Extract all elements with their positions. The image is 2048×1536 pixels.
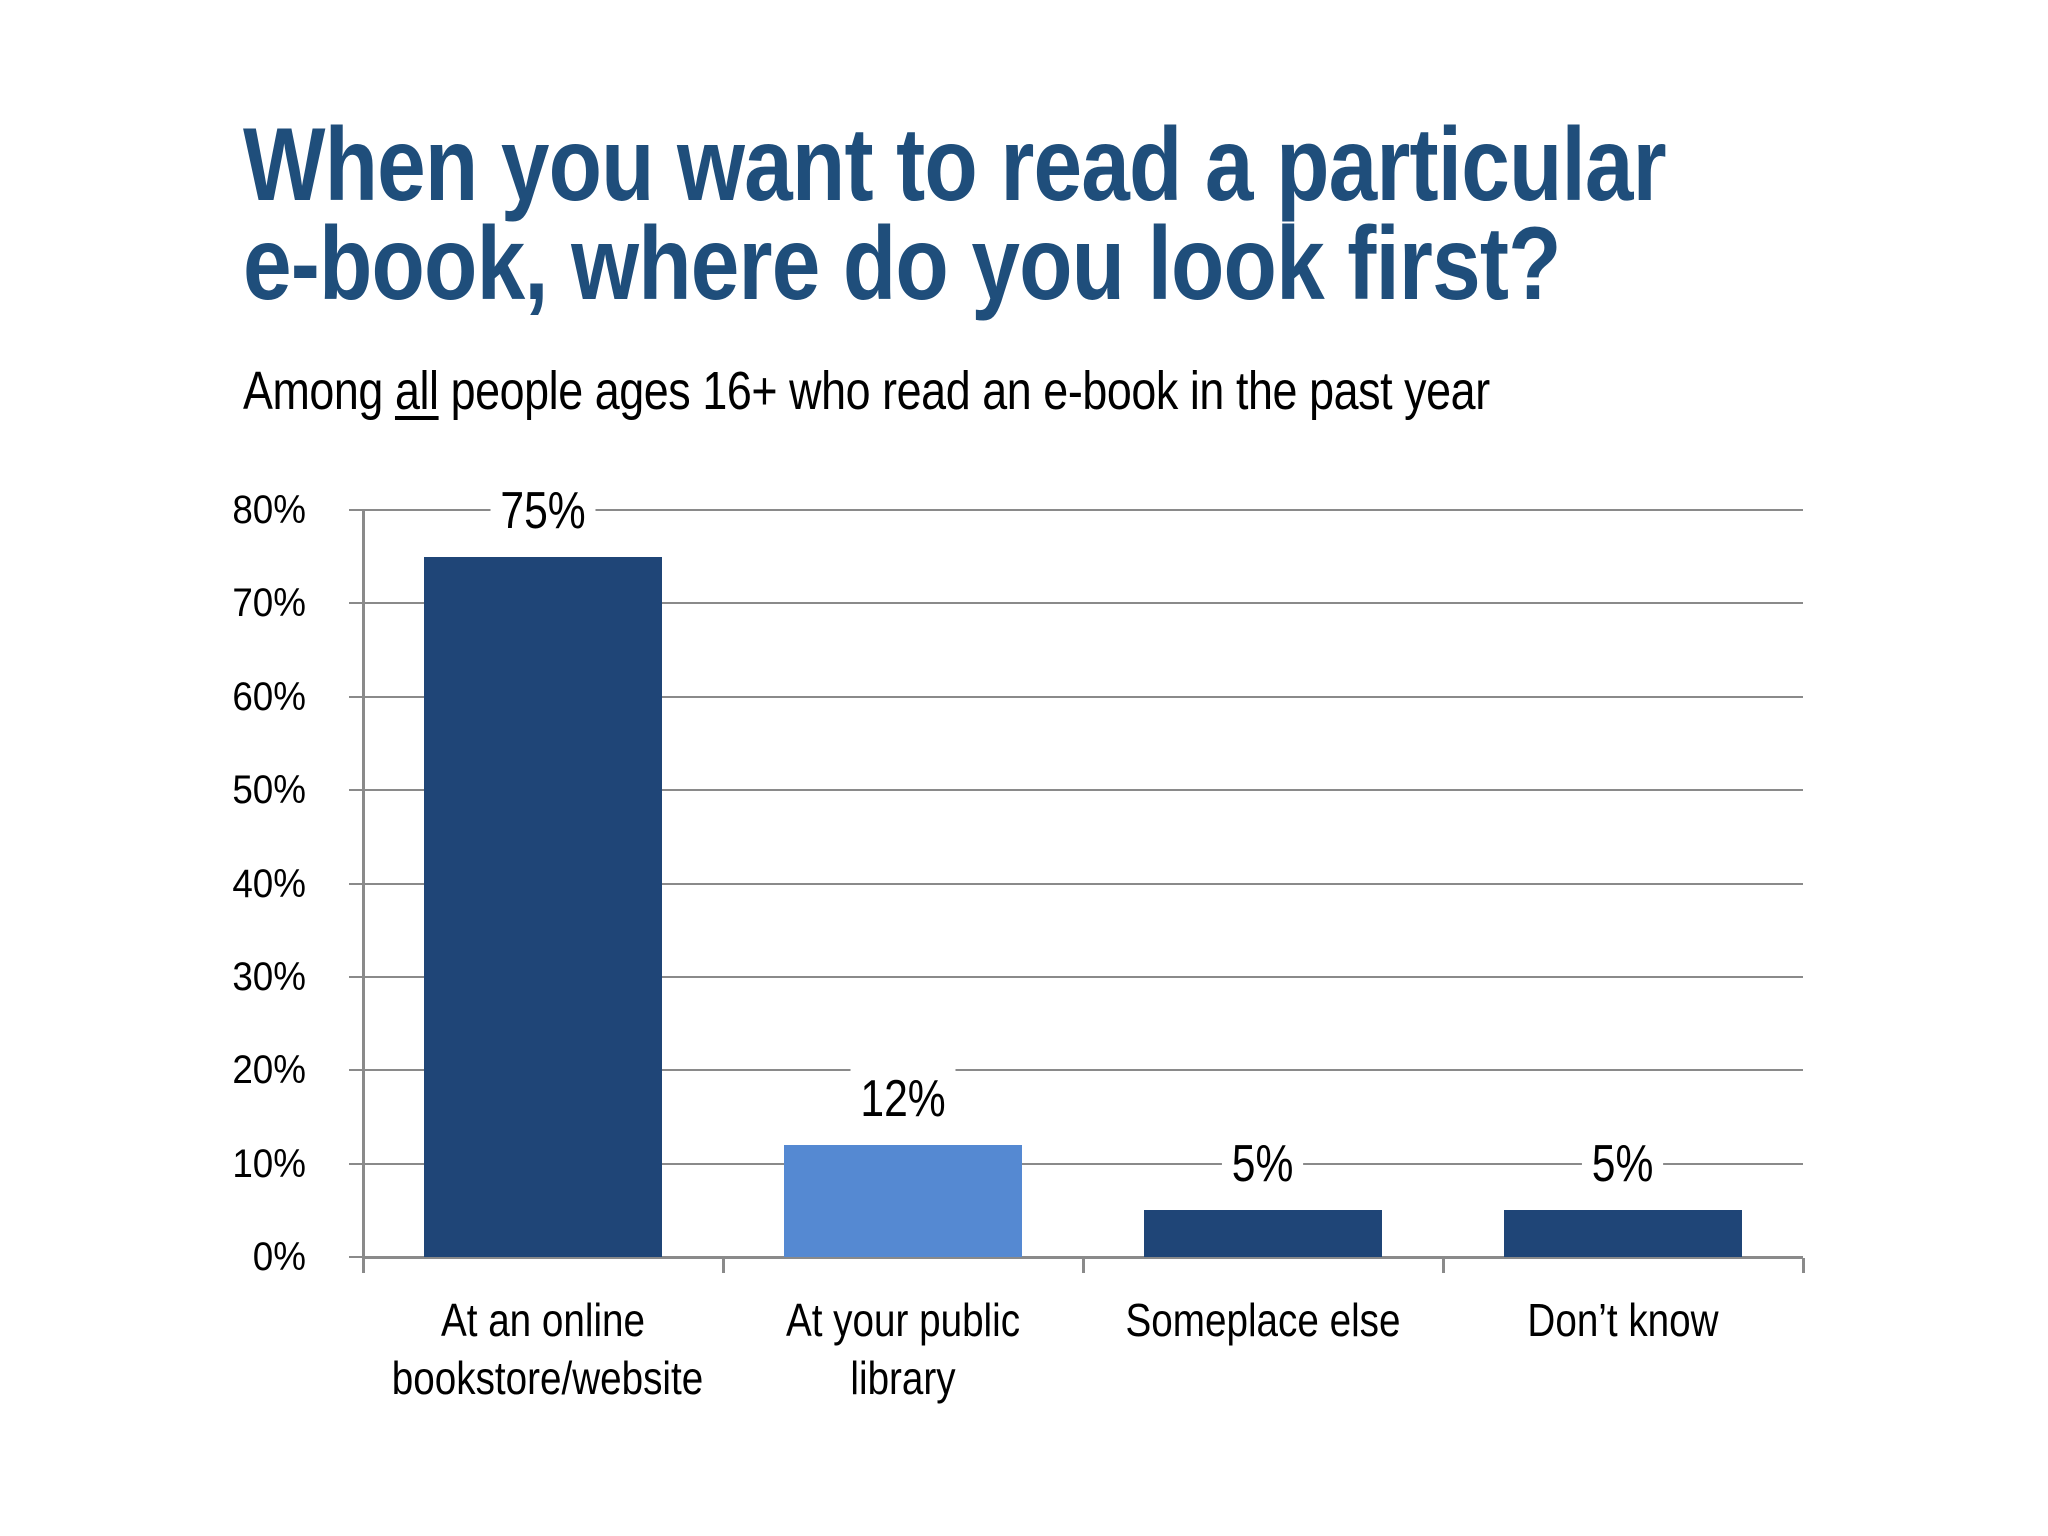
subtitle-prefix: Among	[243, 361, 395, 421]
gridline	[363, 882, 1803, 885]
y-axis-label: 0%	[252, 1235, 306, 1279]
bar-value-label: 75%	[393, 470, 693, 551]
category-label: Don’t know	[1472, 1291, 1774, 1349]
category-label-line: Don’t know	[1527, 1294, 1719, 1346]
gridline	[363, 695, 1803, 698]
category-label-line: Someplace else	[1125, 1294, 1401, 1346]
category-label-line: At an online	[440, 1294, 646, 1346]
x-axis-tick	[1082, 1258, 1085, 1273]
subtitle-emphasis: all	[394, 361, 439, 421]
y-axis-label: 20%	[232, 1048, 306, 1093]
y-axis-label: 40%	[232, 861, 306, 906]
gridline	[363, 789, 1803, 792]
page-title-line1: When you want to read a particular	[243, 107, 1667, 223]
gridline	[363, 602, 1803, 605]
page-title-line2: e-book, where do you look first?	[243, 206, 1561, 322]
y-axis-tick	[349, 602, 363, 605]
category-label: At your public library	[752, 1291, 1054, 1407]
bar-value-label: 5%	[1473, 1124, 1773, 1205]
bar	[1504, 1210, 1742, 1257]
page-subtitle: Among all people ages 16+ who read an e-…	[243, 360, 1490, 422]
y-axis-label: 80%	[232, 488, 306, 532]
y-axis-line	[362, 509, 365, 1272]
category-label-line: bookstore/website	[391, 1352, 704, 1404]
gridline	[363, 1162, 1803, 1165]
category-label-line: library	[850, 1352, 956, 1404]
x-axis-tick	[722, 1258, 725, 1273]
y-axis-tick	[349, 1256, 363, 1258]
y-axis-tick	[349, 509, 363, 511]
y-axis-label: 10%	[232, 1141, 306, 1186]
bar-value-label: 5%	[1113, 1124, 1413, 1205]
x-axis-tick	[362, 1258, 365, 1273]
bar	[1144, 1210, 1382, 1257]
y-axis-tick	[349, 789, 363, 792]
bar	[784, 1144, 1022, 1257]
bar	[424, 556, 662, 1257]
x-axis-line	[363, 1256, 1803, 1259]
y-axis-label: 50%	[232, 768, 306, 813]
y-axis-tick	[349, 975, 363, 978]
category-label: At an online bookstore/website	[391, 1291, 704, 1407]
y-axis-label: 70%	[232, 581, 306, 626]
bar-value-text: 75%	[490, 470, 596, 551]
bar-value-text: 5%	[1582, 1124, 1664, 1205]
category-label: Someplace else	[1112, 1291, 1414, 1349]
y-axis-label: 60%	[232, 674, 306, 719]
gridline	[363, 509, 1803, 511]
y-axis-tick	[349, 1069, 363, 1072]
subtitle-suffix: people ages 16+ who read an e-book in th…	[438, 361, 1491, 421]
bar-value-text: 5%	[1222, 1124, 1304, 1205]
x-axis-tick	[1442, 1258, 1445, 1273]
bar-value-label: 12%	[753, 1058, 1053, 1139]
y-axis-label: 30%	[232, 954, 306, 999]
category-label-line: At your public	[785, 1294, 1021, 1346]
gridline	[363, 1069, 1803, 1072]
gridline	[363, 975, 1803, 978]
bar-value-text: 12%	[850, 1058, 956, 1139]
y-axis-tick	[349, 882, 363, 885]
x-axis-tick	[1802, 1258, 1805, 1273]
page-title: When you want to read a particular e-boo…	[243, 107, 1667, 322]
y-axis-tick	[349, 1162, 363, 1165]
y-axis-tick	[349, 695, 363, 698]
